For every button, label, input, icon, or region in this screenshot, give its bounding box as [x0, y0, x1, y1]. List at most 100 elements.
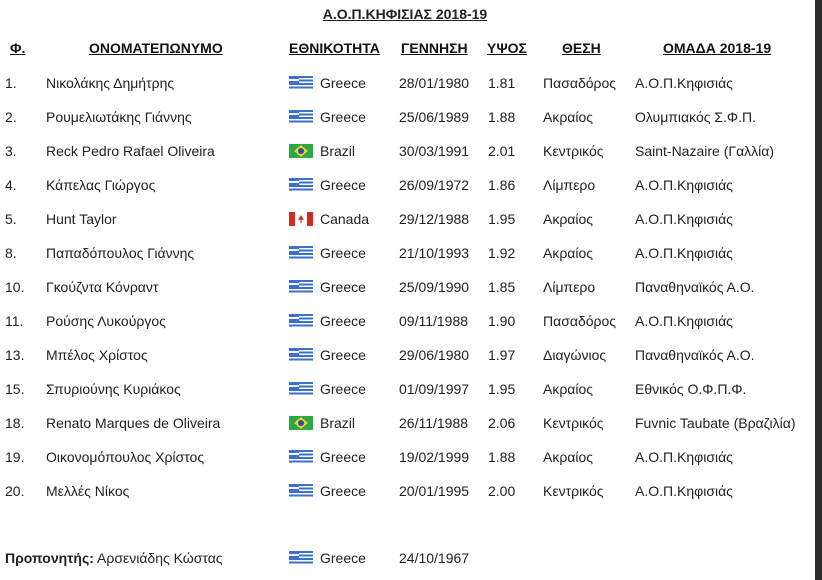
player-name: Renato Marques de Oliveira	[46, 415, 221, 431]
greece-flag-icon	[289, 76, 313, 90]
player-team: Α.Ο.Π.Κηφισιάς	[635, 211, 733, 227]
player-height: 1.95	[488, 381, 516, 397]
player-birth: 29/12/1988	[399, 211, 470, 227]
player-height: 1.86	[488, 177, 516, 193]
player-nationality: Greece	[320, 347, 366, 363]
player-name: Μπέλος Χρίστος	[46, 347, 148, 363]
player-team: Α.Ο.Π.Κηφισιάς	[635, 483, 733, 499]
player-height: 1.88	[488, 449, 516, 465]
player-nationality: Greece	[320, 381, 366, 397]
greece-flag-icon	[289, 551, 313, 565]
header-name: ΟΝΟΜΑΤΕΠΩΝΥΜΟ	[89, 40, 223, 56]
player-nationality: Greece	[320, 449, 366, 465]
player-team: Α.Ο.Π.Κηφισιάς	[635, 177, 733, 193]
table-row: 4. Κάπελας Γιώργος Greece 26/09/1972 1.86 Λίμ…	[0, 175, 815, 195]
player-nationality: Greece	[320, 109, 366, 125]
player-height: 2.00	[488, 483, 516, 499]
player-height: 1.92	[488, 245, 516, 261]
table-row: 18. Renato Marques de Oliveira Brazil 26/11…	[0, 413, 815, 433]
player-team: Fuvnic Taubate (Βραζιλία)	[635, 415, 796, 431]
player-position: Κεντρικός	[543, 483, 604, 499]
player-name: Κάπελας Γιώργος	[46, 177, 156, 193]
greece-flag-icon	[289, 110, 313, 124]
greece-flag-icon	[289, 314, 313, 328]
player-team: Saint-Nazaire (Γαλλία)	[635, 143, 775, 159]
player-number: 20.	[5, 483, 25, 499]
player-team: Α.Ο.Π.Κηφισιάς	[635, 245, 733, 261]
header-team: ΟΜΑΔΑ 2018-19	[663, 40, 772, 56]
player-number: 3.	[5, 143, 17, 159]
player-name: Νικολάκης Δημήτρης	[46, 75, 175, 91]
header-position: ΘΕΣΗ	[562, 40, 601, 56]
player-nationality: Greece	[320, 313, 366, 329]
table-row: 13. Μπέλος Χρίστος Greece 29/06/1980 1.97 Δια…	[0, 345, 815, 365]
player-height: 1.81	[488, 75, 516, 91]
table-row: 5. Hunt Taylor Canada 29/12/1988 1.95 Ακραίος…	[0, 209, 815, 229]
player-birth: 30/03/1991	[399, 143, 470, 159]
player-number: 15.	[5, 381, 25, 397]
player-nationality: Greece	[320, 279, 366, 295]
player-birth: 29/06/1980	[399, 347, 470, 363]
player-team: Α.Ο.Π.Κηφισιάς	[635, 449, 733, 465]
table-row: 11. Ρούσης Λυκούργος Greece 09/11/1988 1.90 Π…	[0, 311, 815, 331]
player-birth: 25/06/1989	[399, 109, 470, 125]
player-number: 4.	[5, 177, 17, 193]
greece-flag-icon	[289, 484, 313, 498]
player-name: Παπαδόπουλος Γιάννης	[46, 245, 195, 261]
table-row: 15. Σπυριούνης Κυριάκος Greece 01/09/1997 1.…	[0, 379, 815, 399]
greece-flag-icon	[289, 178, 313, 192]
player-name: Hunt Taylor	[46, 211, 117, 227]
player-number: 13.	[5, 347, 25, 363]
table-row: 8. Παπαδόπουλος Γιάννης Greece 21/10/1993 1.…	[0, 243, 815, 263]
player-nationality: Brazil	[320, 415, 356, 431]
greece-flag-icon	[289, 246, 313, 260]
table-row: 2. Ρουμελιωτάκης Γιάννης Greece 25/06/1989 1…	[0, 107, 815, 127]
player-name: Reck Pedro Rafael Oliveira	[46, 143, 215, 159]
player-name: Σπυριούνης Κυριάκος	[46, 381, 181, 397]
brazil-flag-icon	[289, 416, 313, 430]
player-team: Ολυμπιακός Σ.Φ.Π.	[635, 109, 756, 125]
player-name: Γκούζντα Κόνραντ	[46, 279, 159, 295]
player-number: 1.	[5, 75, 17, 91]
player-team: Α.Ο.Π.Κηφισιάς	[635, 75, 733, 91]
table-row: 1. Νικολάκης Δημήτρης Greece 28/01/1980 1.81…	[0, 73, 815, 93]
greece-flag-icon	[289, 280, 313, 294]
greece-flag-icon	[289, 450, 313, 464]
player-position: Κεντρικός	[543, 415, 604, 431]
header-birth: ΓΕΝΝΗΣΗ	[401, 40, 468, 56]
player-position: Λίμπερο	[543, 177, 596, 193]
header-number: Φ.	[10, 40, 26, 56]
player-height: 2.01	[488, 143, 516, 159]
player-birth: 25/09/1990	[399, 279, 470, 295]
player-birth: 19/02/1999	[399, 449, 470, 465]
player-height: 1.97	[488, 347, 516, 363]
player-position: Ακραίος	[543, 211, 594, 227]
player-birth: 21/10/1993	[399, 245, 470, 261]
player-team: Α.Ο.Π.Κηφισιάς	[635, 313, 733, 329]
player-position: Πασαδόρος	[543, 75, 617, 91]
greece-flag-icon	[289, 382, 313, 396]
scrollbar[interactable]	[815, 0, 822, 580]
player-name: Μελλές Νίκος	[46, 483, 130, 499]
player-nationality: Brazil	[320, 143, 356, 159]
header-height: ΥΨΟΣ	[487, 40, 527, 56]
player-nationality: Greece	[320, 483, 366, 499]
player-position: Διαγώνιος	[543, 347, 607, 363]
player-position: Ακραίος	[543, 245, 594, 261]
player-nationality: Greece	[320, 75, 366, 91]
player-number: 2.	[5, 109, 17, 125]
table-row: 10. Γκούζντα Κόνραντ Greece 25/09/1990 1.85 Λ…	[0, 277, 815, 297]
player-height: 1.95	[488, 211, 516, 227]
greece-flag-icon	[289, 348, 313, 362]
player-position: Πασαδόρος	[543, 313, 617, 329]
coach-birth: 24/10/1967	[399, 550, 470, 566]
player-team: Παναθηναϊκός Α.Ο.	[635, 279, 755, 295]
table-row: 20. Μελλές Νίκος Greece 20/01/1995 2.00 Κεντρ…	[0, 481, 815, 501]
player-number: 5.	[5, 211, 17, 227]
coach-label: Προπονητής:	[5, 550, 94, 566]
player-position: Ακραίος	[543, 449, 594, 465]
player-birth: 20/01/1995	[399, 483, 470, 499]
header-nationality: ΕΘΝΙΚΟΤΗΤΑ	[289, 40, 380, 56]
player-team: Παναθηναϊκός Α.Ο.	[635, 347, 755, 363]
player-number: 8.	[5, 245, 17, 261]
